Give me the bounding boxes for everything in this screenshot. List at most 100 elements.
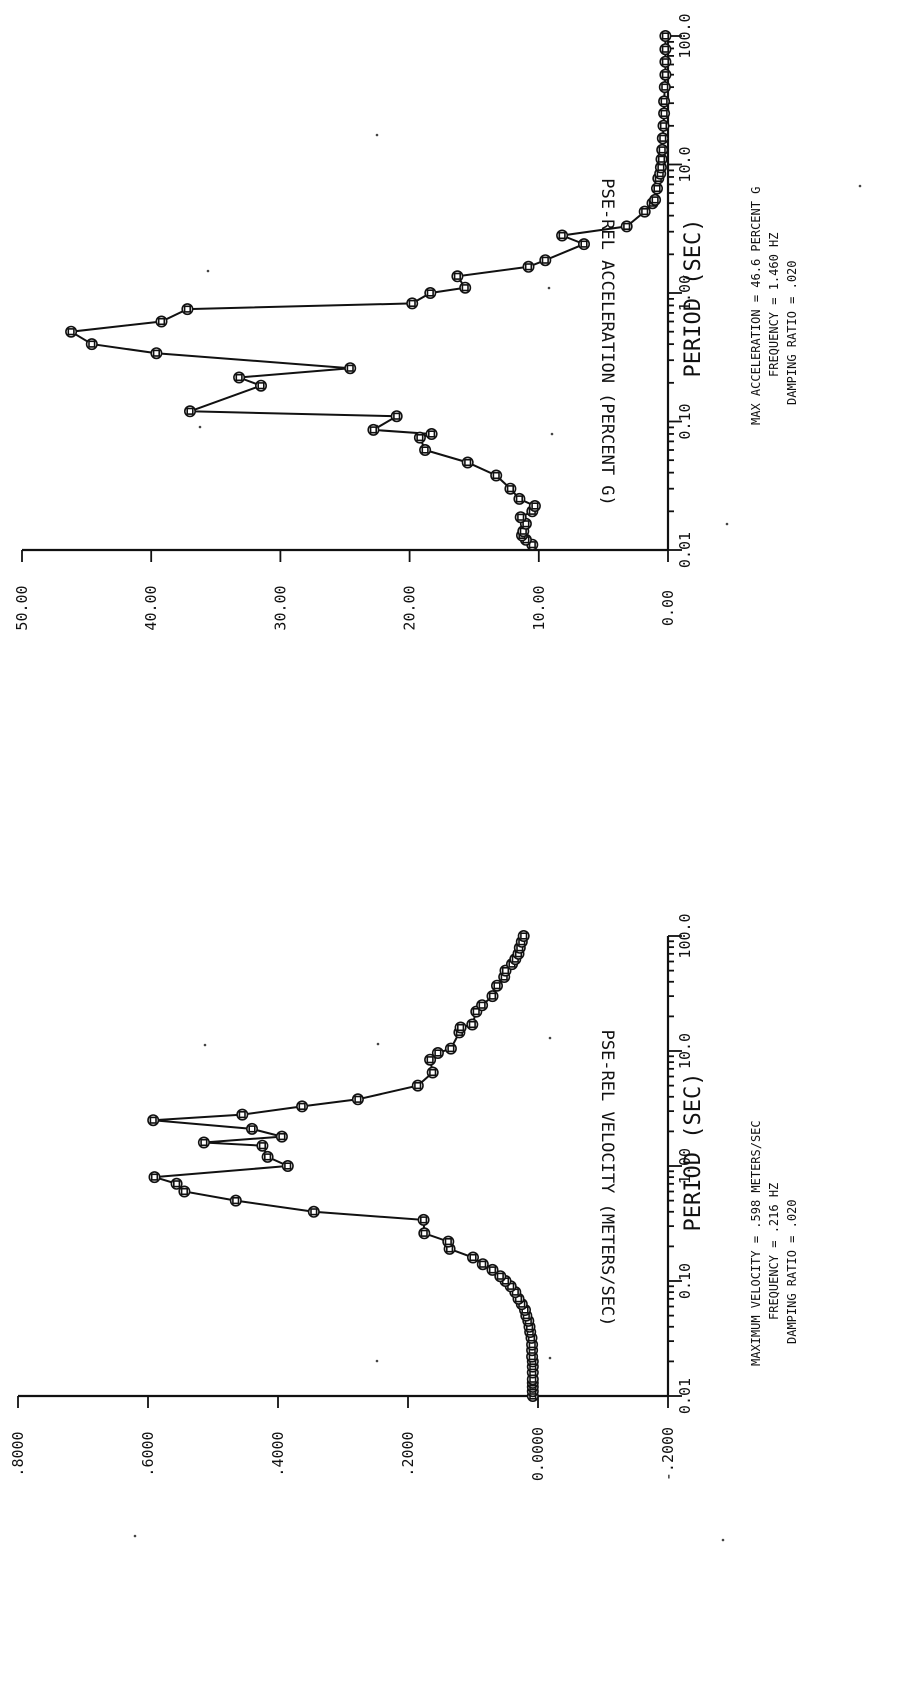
- acc-data-point-square: [541, 256, 549, 264]
- acc-data-point-square: [67, 328, 75, 336]
- vel-data-point-square: [488, 1266, 497, 1274]
- acc-data-point-square: [461, 284, 469, 292]
- acc-data-point-square: [257, 382, 265, 390]
- acc-period-tick-label: 10.0: [676, 146, 694, 182]
- acceleration-spectrum-chart: 0.00 10.00 20.00 30.00 40.00 50.00 0.01 0.10 1.…: [13, 13, 799, 630]
- acc-data-point-square: [580, 240, 588, 248]
- acc-data-point-square: [515, 495, 523, 503]
- vel-data-point-square: [284, 1162, 292, 1170]
- vel-data-point-square: [238, 1111, 246, 1119]
- vel-data-point-square: [447, 1045, 455, 1053]
- vel-data-point-square: [298, 1102, 306, 1110]
- acc-period-tick-label: 0.10: [676, 403, 694, 439]
- vel-data-point-square: [426, 1056, 434, 1064]
- acc-data-point-square: [661, 32, 669, 40]
- background-dots: [133, 133, 862, 1542]
- vel-data-point-square: [258, 1142, 267, 1150]
- vel-value-tick-label: .8000: [9, 1431, 27, 1476]
- vel-period-tick-label: 0.10: [676, 1263, 694, 1299]
- acc-data-point-square: [657, 155, 666, 163]
- vel-frequency-annotation: FREQUENCY = .216 HZ: [767, 1183, 781, 1320]
- vel-value-tick-label: -.2000: [659, 1427, 677, 1481]
- vel-data-point-square: [200, 1138, 208, 1147]
- acc-period-tick-label: 100.0: [676, 13, 694, 58]
- acc-data-point-square: [426, 289, 434, 297]
- vel-value-tick-label: 0.0000: [529, 1427, 547, 1481]
- acc-data-point-square: [651, 196, 659, 204]
- vel-period-tick-label: 100.0: [676, 913, 694, 958]
- vel-value-tick-label: .2000: [399, 1431, 417, 1476]
- acc-data-point-square: [421, 446, 429, 454]
- acc-data-point-square: [492, 471, 500, 480]
- vel-data-point-square: [310, 1208, 318, 1216]
- vel-data-point-square: [456, 1023, 465, 1032]
- acc-data-point-square: [531, 502, 539, 510]
- acc-data-point-square: [522, 520, 530, 528]
- vel-value-axis-title: PSE-REL VELOCITY (METERS/SEC): [597, 1030, 617, 1327]
- acc-data-point-square: [346, 364, 354, 372]
- acc-data-point-square: [408, 299, 416, 308]
- acc-data-point-square: [157, 317, 166, 326]
- acc-data-point-square: [453, 272, 462, 280]
- vel-data-point-square: [354, 1095, 362, 1103]
- acc-data-point-square: [661, 45, 669, 53]
- acc-value-tick-label: 20.00: [401, 585, 419, 630]
- acc-markers: [65, 29, 672, 551]
- acc-data-point-square: [661, 71, 669, 79]
- vel-data-point-square: [520, 932, 528, 940]
- acc-data-point-square: [660, 109, 668, 117]
- vel-data-point-square: [472, 1007, 480, 1016]
- vel-data-point-square: [263, 1153, 272, 1161]
- vel-period-tick-label: 1.00: [676, 1148, 694, 1184]
- acc-data-point-square: [558, 231, 566, 240]
- vel-data-point-square: [419, 1216, 428, 1224]
- acc-series-line: [68, 36, 667, 546]
- acc-data-point-square: [183, 305, 192, 313]
- acc-data-point-square: [658, 146, 666, 154]
- acc-data-point-square: [369, 426, 378, 434]
- vel-value-tick-label: .4000: [269, 1431, 287, 1476]
- acc-data-point-square: [659, 122, 668, 130]
- acc-data-point-square: [661, 58, 669, 66]
- acc-data-point-square: [88, 340, 96, 348]
- vel-series-line: [153, 935, 534, 1396]
- acc-data-point-square: [235, 373, 243, 382]
- acc-data-point-square: [623, 222, 631, 231]
- vel-data-point-square: [149, 1116, 157, 1124]
- vel-data-point-square: [434, 1049, 442, 1057]
- acc-data-point-square: [427, 430, 436, 438]
- acc-value-tick-label: 0.00: [659, 590, 677, 626]
- vel-value-tick-label: .6000: [139, 1431, 157, 1476]
- vel-max-annotation: MAXIMUM VELOCITY = .598 METERS/SEC: [749, 1120, 763, 1366]
- acc-period-tick-label: 0.01: [676, 532, 694, 568]
- vel-period-axis-title: PERIOD (SEC): [681, 1073, 706, 1232]
- vel-data-point-square: [478, 1001, 486, 1009]
- vel-data-point-square: [180, 1187, 189, 1196]
- acc-period-axis-title: PERIOD (SEC): [681, 219, 706, 378]
- acc-data-point-square: [528, 541, 536, 549]
- acc-data-point-square: [641, 208, 649, 216]
- acc-data-point-square: [661, 83, 669, 91]
- vel-damping-annotation: DAMPING RATIO = .020: [785, 1200, 799, 1345]
- vel-data-point-square: [468, 1020, 476, 1029]
- acc-data-point-square: [517, 513, 525, 521]
- vel-data-point-square: [479, 1260, 487, 1268]
- vel-data-point-square: [493, 982, 501, 990]
- vel-data-point-square: [488, 992, 497, 1000]
- vel-data-point-square: [444, 1238, 452, 1246]
- acc-max-annotation: MAX ACCELERATION = 46.6 PERCENT G: [749, 187, 763, 425]
- acc-data-point-square: [186, 407, 194, 415]
- vel-data-point-square: [150, 1173, 159, 1181]
- vel-period-tick-label: 10.0: [676, 1033, 694, 1069]
- acc-period-tick-label: 1.00: [676, 275, 694, 311]
- vel-markers: [147, 929, 539, 1403]
- vel-data-point-square: [496, 1272, 504, 1280]
- vel-data-point-square: [469, 1253, 477, 1262]
- acc-data-point-square: [393, 412, 401, 420]
- vel-period-tick-label: 0.01: [676, 1378, 694, 1414]
- acc-data-point-square: [657, 163, 665, 172]
- acc-frequency-annotation: FREQUENCY = 1.460 HZ: [767, 233, 781, 378]
- vel-data-point-square: [232, 1197, 240, 1205]
